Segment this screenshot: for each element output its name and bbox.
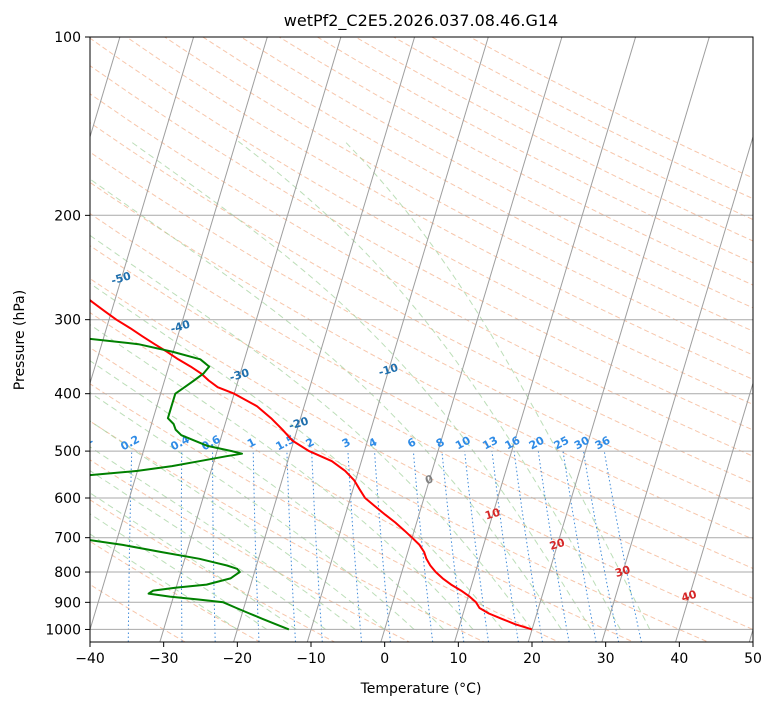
x-tick-label: −10 <box>296 651 326 667</box>
dry-adiabat <box>90 278 753 631</box>
moist-adiabat <box>90 324 474 630</box>
x-tick-label: −20 <box>223 651 253 667</box>
dry-adiabat <box>90 459 411 642</box>
isotherm-label: -20 <box>287 414 310 432</box>
y-tick-label: 1000 <box>45 622 81 638</box>
dry-adiabat <box>90 383 560 642</box>
moist-adiabat <box>344 140 651 630</box>
dry-adiabat <box>90 583 187 642</box>
dry-adiabat <box>90 312 710 642</box>
moist-adiabat <box>90 470 326 630</box>
isotherms <box>90 37 753 642</box>
x-tick-label: −30 <box>149 651 179 667</box>
temperature-profile <box>90 298 533 631</box>
isotherm <box>454 37 637 642</box>
x-tick-label: 20 <box>523 651 541 667</box>
isotherm <box>90 37 195 386</box>
dry-adiabat <box>90 65 753 431</box>
mixing-ratio-label: 25 <box>552 434 572 453</box>
mixing-ratio-label: 0.1 <box>72 433 95 454</box>
plot-frame <box>89 36 754 643</box>
isotherm-label: 40 <box>680 588 699 605</box>
mixing-ratio-label: 13 <box>480 434 500 453</box>
moist-adiabat <box>90 282 503 630</box>
isotherm-label: 0 <box>424 472 435 487</box>
dry-adiabat <box>90 37 753 405</box>
y-tick-label: 400 <box>54 387 81 403</box>
moist-adiabats <box>90 140 651 630</box>
isotherm <box>601 135 753 642</box>
y-tick-label: 100 <box>54 30 81 46</box>
isobars <box>90 37 753 630</box>
x-tick-label: 30 <box>597 651 615 667</box>
isotherm-label: 20 <box>548 536 567 553</box>
mixing-ratio-label: 36 <box>593 434 613 453</box>
mixing-ratio-label: 10 <box>453 434 473 453</box>
dry-adiabat <box>90 212 753 570</box>
y-tick-label: 300 <box>54 313 81 329</box>
moist-adiabat <box>90 446 356 630</box>
dry-adiabat <box>201 37 753 332</box>
y-tick-label: 700 <box>54 531 81 547</box>
dry-adiabat <box>90 420 486 642</box>
isotherm <box>90 37 121 139</box>
mixing-ratio-label: 16 <box>503 434 523 453</box>
dry-adiabat <box>90 347 635 642</box>
dry-adiabat <box>163 37 753 356</box>
x-tick-label: −40 <box>75 651 105 667</box>
mixing-ratio-label: 30 <box>572 434 592 453</box>
isotherm <box>159 37 342 642</box>
isotherm-label: 10 <box>483 506 502 523</box>
isotherm-label: -10 <box>377 361 400 379</box>
x-axis-title: Temperature (°C) <box>360 681 482 697</box>
x-axis: −40 −30 −20 −10 0 10 20 30 40 50 <box>75 642 762 667</box>
isotherm-label: 30 <box>613 563 632 580</box>
moist-adiabat <box>90 360 444 630</box>
dry-adiabat <box>90 181 753 540</box>
y-tick-label: 800 <box>54 565 81 581</box>
y-axis: 100 200 300 400 500 600 700 800 900 1000 <box>45 30 90 638</box>
mixing-ratio-label: 20 <box>527 434 547 453</box>
isotherm-label: -50 <box>110 269 133 287</box>
moist-adiabat <box>90 533 238 630</box>
isotherm-label: -40 <box>169 318 192 336</box>
y-axis-title: Pressure (hPa) <box>12 290 28 390</box>
dry-adiabats <box>90 37 753 642</box>
y-tick-label: 500 <box>54 444 81 460</box>
x-tick-label: 0 <box>380 651 389 667</box>
x-tick-label: 10 <box>449 651 467 667</box>
y-tick-label: 200 <box>54 208 81 224</box>
isotherm <box>527 37 710 642</box>
x-tick-label: 50 <box>744 651 762 667</box>
dewpoint-profile <box>90 337 290 631</box>
y-tick-label: 600 <box>54 491 81 507</box>
moist-adiabat <box>90 391 415 630</box>
isotherm <box>675 381 753 642</box>
y-tick-label: 900 <box>54 595 81 611</box>
isotherm <box>306 37 489 642</box>
isotherm-label: -30 <box>228 366 251 384</box>
dry-adiabat <box>90 245 753 600</box>
dry-adiabat <box>125 37 753 380</box>
profiles <box>90 298 533 631</box>
isotherm <box>380 37 563 642</box>
moist-adiabat <box>237 140 621 630</box>
dry-adiabat <box>90 93 753 457</box>
moist-adiabat <box>90 234 533 630</box>
dry-adiabat <box>90 499 336 642</box>
x-tick-label: 40 <box>670 651 688 667</box>
isotherm <box>90 37 268 632</box>
dry-adiabat <box>240 37 753 309</box>
moist-adiabat <box>90 420 386 630</box>
chart-title: wetPf2_C2E5.2026.037.08.46.G14 <box>284 11 558 31</box>
isotherm <box>233 37 416 642</box>
moist-adiabat <box>90 513 268 630</box>
